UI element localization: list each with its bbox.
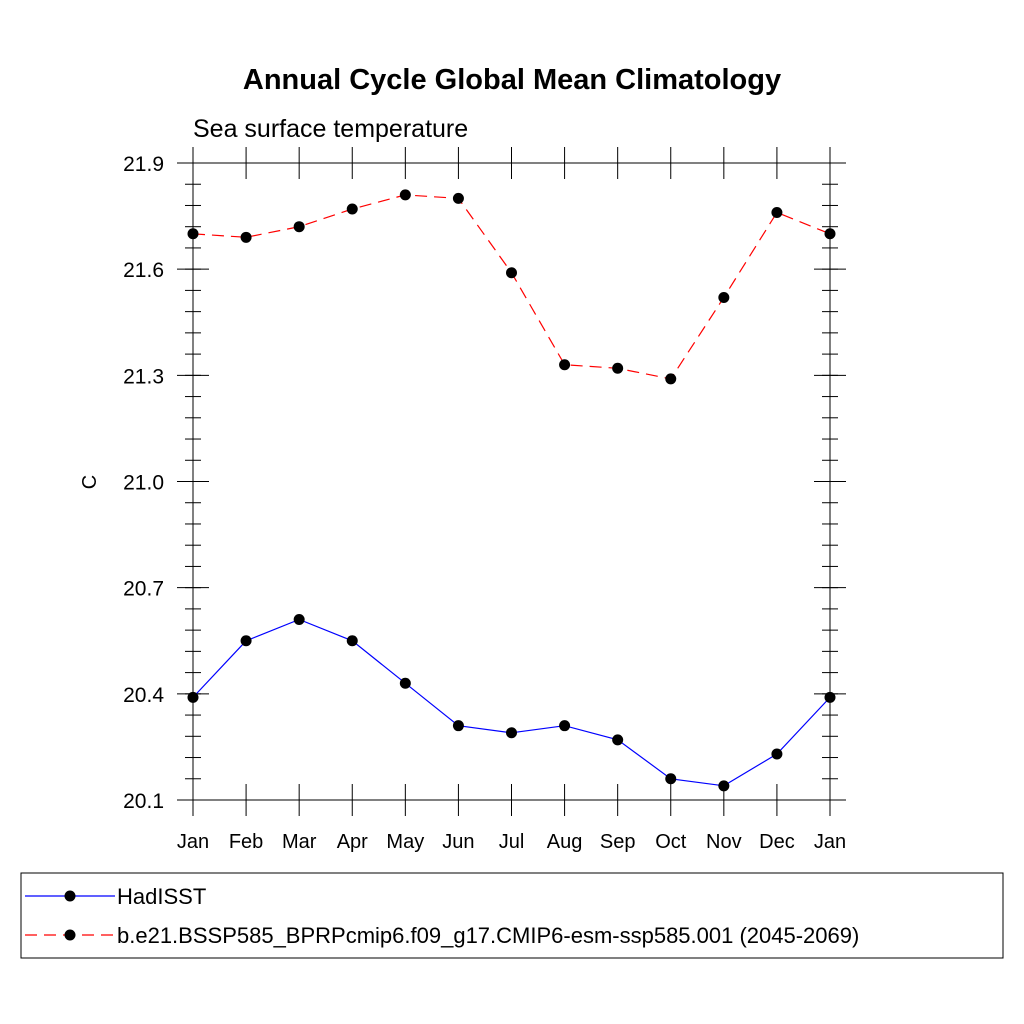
series-1-point xyxy=(293,221,305,233)
series-0-point xyxy=(718,780,730,792)
series-line-1 xyxy=(192,194,831,380)
legend: HadISST b.e21.BSSP585_BPRPcmip6.f09_g17.C… xyxy=(25,884,859,948)
x-tick-label: Aug xyxy=(547,831,583,853)
series-0-point xyxy=(346,635,358,647)
series-0-point xyxy=(452,720,464,732)
series-0-point xyxy=(665,773,677,785)
series-0-point xyxy=(824,691,836,703)
series-1-point xyxy=(452,192,464,204)
y-tick-label: 21.0 xyxy=(123,472,164,495)
legend-marker-0 xyxy=(64,890,76,902)
x-tick-label: Jul xyxy=(499,831,525,853)
series-1-point xyxy=(612,362,624,374)
series-1-point xyxy=(824,228,836,240)
x-tick-label: Jun xyxy=(442,831,474,853)
y-tick-label: 20.1 xyxy=(123,790,164,813)
x-tick-label: Nov xyxy=(706,831,742,853)
legend-label-0: HadISST xyxy=(117,884,206,909)
y-tick-label: 20.4 xyxy=(123,684,164,707)
x-tick-label: Sep xyxy=(600,831,636,853)
series-0-point xyxy=(293,614,305,626)
series-0-point xyxy=(506,727,517,739)
legend-box xyxy=(20,872,1004,959)
series-1-point xyxy=(187,228,199,240)
series-0-point xyxy=(559,720,571,732)
series-0-point xyxy=(240,635,252,647)
y-tick-label: 21.6 xyxy=(123,259,164,282)
series-1-point xyxy=(399,189,411,201)
plot-frame xyxy=(192,162,831,801)
series-1-point xyxy=(771,207,783,219)
x-tick-label: Jan xyxy=(177,831,209,853)
x-tick-label: Mar xyxy=(282,831,317,853)
x-ticks: Jan Feb Mar Apr May Jun Jul Aug Sep Oct Nov Dec Jan xyxy=(177,147,846,853)
x-tick-label: Oct xyxy=(655,831,687,853)
y-ticks: 20.1 20.4 20.7 21.0 21.3 21.6 21.9 xyxy=(123,153,846,813)
y-axis-label: C xyxy=(79,475,101,489)
y-tick-label: 21.3 xyxy=(123,365,164,388)
series-line-0 xyxy=(192,618,831,787)
series-group xyxy=(187,189,836,792)
x-tick-label: Feb xyxy=(229,831,263,853)
chart-title: Annual Cycle Global Mean Climatology xyxy=(243,64,781,96)
series-0-point xyxy=(399,677,411,689)
x-tick-label: Apr xyxy=(337,831,368,853)
series-0-point xyxy=(612,734,624,746)
series-0-point xyxy=(187,691,199,703)
legend-marker-1 xyxy=(64,929,76,941)
series-1-point xyxy=(506,267,517,279)
series-1-point xyxy=(346,203,358,215)
series-1-point xyxy=(240,231,252,243)
x-tick-label: Dec xyxy=(759,831,795,853)
x-tick-label: Jan xyxy=(814,831,846,853)
legend-label-1: b.e21.BSSP585_BPRPcmip6.f09_g17.CMIP6-es… xyxy=(117,923,859,948)
series-1-point xyxy=(559,359,571,371)
y-tick-label: 20.7 xyxy=(123,578,164,601)
series-1-point xyxy=(665,373,677,385)
x-tick-label: May xyxy=(386,831,424,853)
chart-subtitle: Sea surface temperature xyxy=(193,115,468,143)
series-1-point xyxy=(718,291,730,303)
y-tick-label: 21.9 xyxy=(123,153,164,176)
series-0-point xyxy=(771,748,783,760)
